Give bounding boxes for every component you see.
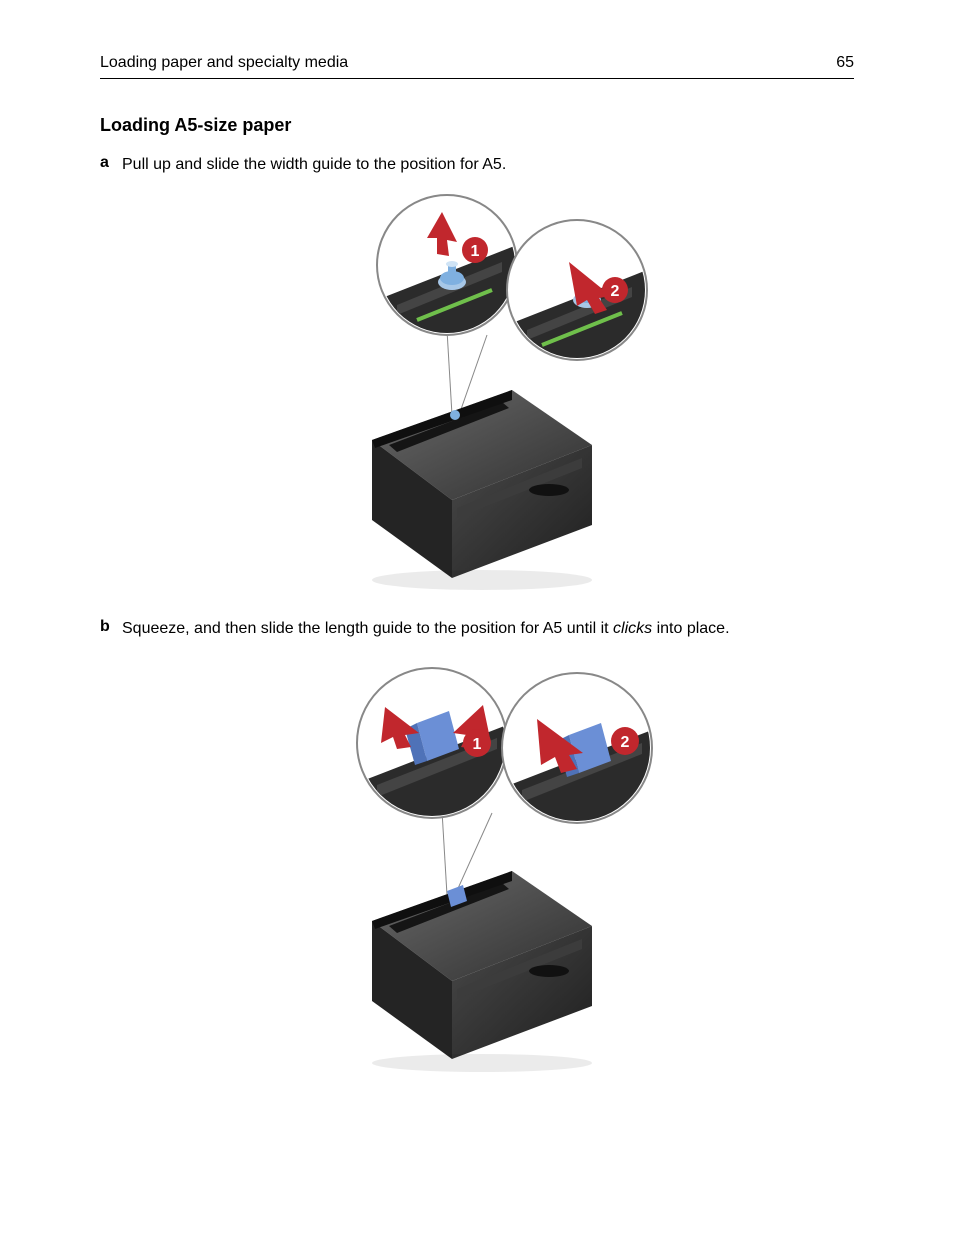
figure-2-callout-1: 1 — [473, 736, 482, 753]
step-b-text-pre: Squeeze, and then slide the length guide… — [122, 620, 613, 637]
figure-1-inset-2: 2 — [507, 220, 647, 360]
figure-2-tray — [372, 871, 592, 1072]
page-number: 65 — [836, 54, 854, 72]
step-a: a Pull up and slide the width guide to t… — [100, 154, 854, 176]
header-rule — [100, 78, 854, 79]
step-a-text: Pull up and slide the width guide to the… — [122, 154, 854, 176]
step-a-marker: a — [100, 154, 122, 172]
step-b-text-post: into place. — [652, 620, 729, 637]
tray-body — [372, 390, 592, 590]
figure-1-callout-1: 1 — [471, 243, 480, 260]
section-title: Loading A5‑size paper — [100, 115, 854, 136]
step-b-marker: b — [100, 618, 122, 636]
step-b-text-italic: clicks — [613, 620, 652, 637]
header-title: Loading paper and specialty media — [100, 54, 348, 72]
figure-2-callout-2: 2 — [621, 734, 630, 751]
figure-1-inset-1: 1 — [377, 195, 517, 335]
figure-2-svg: 1 2 — [277, 653, 677, 1073]
figure-1: 1 2 — [100, 190, 854, 590]
figure-1-callout-2: 2 — [611, 283, 620, 300]
step-b-text: Squeeze, and then slide the length guide… — [122, 618, 854, 640]
step-a-text-content: Pull up and slide the width guide to the… — [122, 156, 506, 173]
figure-2-inset-1: 1 — [357, 668, 512, 818]
figure-2: 1 2 — [100, 653, 854, 1073]
figure-1-svg: 1 2 — [277, 190, 677, 590]
figure-2-inset-2: 2 — [502, 673, 657, 823]
running-header: Loading paper and specialty media 65 — [100, 54, 854, 78]
step-b: b Squeeze, and then slide the length gui… — [100, 618, 854, 640]
